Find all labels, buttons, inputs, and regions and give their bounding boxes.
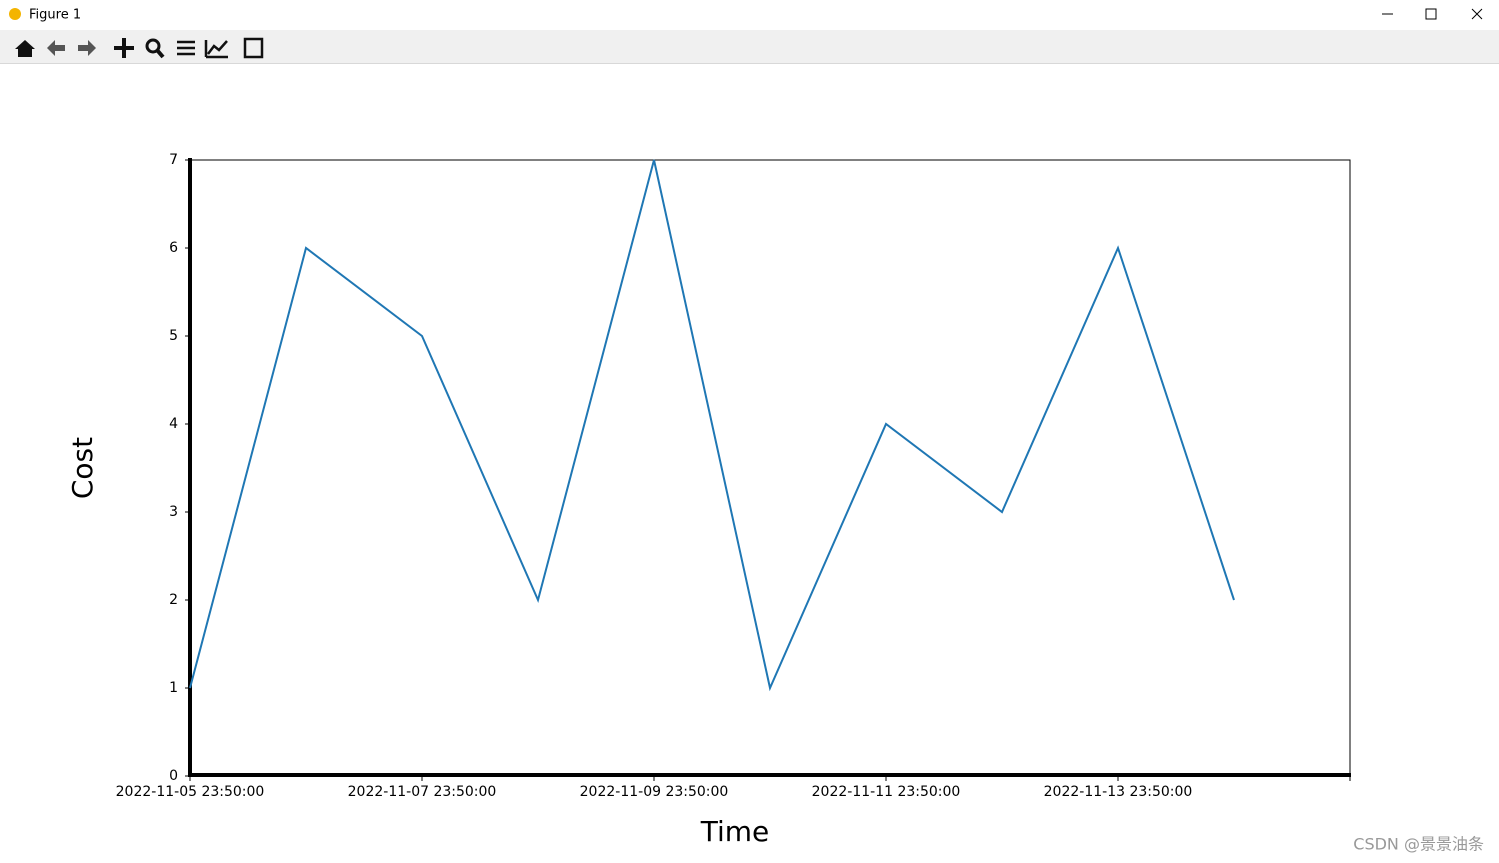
line-series <box>189 159 1235 692</box>
title-bar: Figure 1 <box>0 0 1499 30</box>
y-tick-label: 3 <box>169 504 178 520</box>
zoom-button[interactable] <box>145 38 165 59</box>
toolbar-icons <box>15 37 264 59</box>
forward-button[interactable] <box>78 40 96 56</box>
y-tick-label: 7 <box>169 152 178 168</box>
y-tick-label: 1 <box>169 680 178 696</box>
pan-button[interactable] <box>114 38 134 58</box>
window-title: Figure 1 <box>29 8 81 23</box>
watermark: CSDN @景景油条 <box>1353 835 1484 854</box>
y-tick-label: 4 <box>169 416 178 432</box>
save-button[interactable] <box>243 37 264 59</box>
x-tick-label: 2022-11-09 23:50:00 <box>580 784 729 800</box>
y-axis-label: Cost <box>66 437 99 499</box>
y-tick-label: 0 <box>169 768 178 784</box>
toolbar <box>0 30 1499 64</box>
close-button[interactable] <box>1471 8 1483 20</box>
x-axis-label: Time <box>700 815 770 848</box>
home-button[interactable] <box>15 40 35 57</box>
back-button[interactable] <box>47 40 65 56</box>
app-icon <box>9 8 21 20</box>
x-tick-label: 2022-11-13 23:50:00 <box>1044 784 1193 800</box>
maximize-button[interactable] <box>1425 8 1437 20</box>
y-tick-label: 2 <box>169 592 178 608</box>
configure-button[interactable] <box>177 40 195 56</box>
title-bar-graphics: Figure 1 <box>9 8 1483 23</box>
x-tick-label: 2022-11-11 23:50:00 <box>812 784 961 800</box>
axes-frame <box>189 159 1351 777</box>
x-tick-label: 2022-11-05 23:50:00 <box>116 784 265 800</box>
edit-button[interactable] <box>204 40 228 59</box>
y-tick-label: 6 <box>169 240 178 256</box>
y-tick-label: 5 <box>169 328 178 344</box>
x-tick-label: 2022-11-07 23:50:00 <box>348 784 497 800</box>
